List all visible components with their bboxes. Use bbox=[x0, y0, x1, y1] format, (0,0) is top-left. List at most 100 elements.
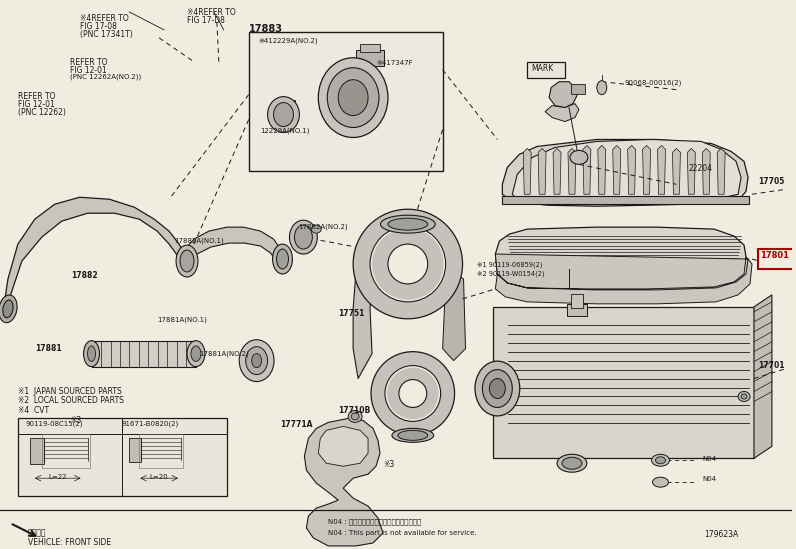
Text: 17801: 17801 bbox=[760, 251, 789, 260]
Ellipse shape bbox=[84, 341, 100, 367]
Polygon shape bbox=[545, 104, 579, 121]
Polygon shape bbox=[502, 139, 748, 206]
Ellipse shape bbox=[0, 295, 17, 323]
Ellipse shape bbox=[351, 413, 359, 420]
Text: 17771A: 17771A bbox=[280, 421, 313, 429]
Bar bbox=[283, 99, 295, 108]
Bar bbox=[29, 438, 44, 464]
Polygon shape bbox=[628, 145, 636, 194]
Ellipse shape bbox=[295, 225, 312, 249]
Text: VEHICLE: FRONT SIDE: VEHICLE: FRONT SIDE bbox=[28, 538, 111, 547]
Ellipse shape bbox=[176, 245, 198, 277]
Ellipse shape bbox=[398, 430, 427, 440]
Ellipse shape bbox=[653, 477, 669, 487]
Text: (PNC 17341T): (PNC 17341T) bbox=[80, 30, 132, 39]
Polygon shape bbox=[613, 145, 621, 194]
Polygon shape bbox=[443, 267, 466, 361]
Text: MARK: MARK bbox=[531, 64, 553, 73]
Ellipse shape bbox=[240, 340, 274, 382]
Bar bbox=[494, 307, 754, 458]
Text: 17882A(NO.2): 17882A(NO.2) bbox=[298, 223, 348, 229]
Text: L=22: L=22 bbox=[49, 474, 67, 480]
Bar bbox=[248, 32, 443, 171]
Text: 17710B: 17710B bbox=[338, 406, 370, 416]
Polygon shape bbox=[642, 145, 650, 194]
Polygon shape bbox=[673, 148, 681, 194]
Text: FIG 12-01: FIG 12-01 bbox=[18, 99, 55, 109]
Ellipse shape bbox=[380, 215, 435, 233]
Ellipse shape bbox=[274, 103, 294, 126]
Ellipse shape bbox=[311, 225, 322, 233]
Text: N04 : This part is not available for service.: N04 : This part is not available for ser… bbox=[328, 530, 477, 536]
Text: FIG 17-08: FIG 17-08 bbox=[80, 22, 116, 31]
Ellipse shape bbox=[557, 454, 587, 472]
Text: 91671-B0820(2): 91671-B0820(2) bbox=[121, 421, 178, 427]
Polygon shape bbox=[688, 148, 696, 194]
Polygon shape bbox=[318, 427, 368, 466]
Text: ※4  CVT: ※4 CVT bbox=[18, 406, 49, 416]
Ellipse shape bbox=[180, 250, 194, 272]
Ellipse shape bbox=[475, 361, 520, 416]
Text: 17751: 17751 bbox=[338, 309, 365, 318]
Ellipse shape bbox=[562, 457, 582, 469]
Polygon shape bbox=[702, 148, 710, 194]
Ellipse shape bbox=[338, 80, 368, 115]
Ellipse shape bbox=[482, 369, 513, 407]
Ellipse shape bbox=[327, 68, 379, 127]
Ellipse shape bbox=[738, 391, 750, 401]
Text: ※2 90119-W0154(2): ※2 90119-W0154(2) bbox=[478, 271, 545, 277]
Polygon shape bbox=[523, 148, 531, 194]
Bar bbox=[758, 249, 796, 269]
Ellipse shape bbox=[348, 411, 362, 422]
Text: 179623A: 179623A bbox=[704, 530, 739, 539]
Text: 17881A(NO.1): 17881A(NO.1) bbox=[157, 317, 207, 323]
Ellipse shape bbox=[88, 346, 96, 361]
Ellipse shape bbox=[652, 454, 669, 466]
Text: REFER TO: REFER TO bbox=[18, 92, 56, 100]
Circle shape bbox=[385, 366, 441, 422]
Polygon shape bbox=[495, 227, 746, 289]
Bar bbox=[360, 44, 380, 52]
Text: 17705: 17705 bbox=[758, 177, 784, 186]
Text: 17881: 17881 bbox=[35, 344, 61, 352]
Text: 90068-00016(2): 90068-00016(2) bbox=[625, 80, 682, 86]
Ellipse shape bbox=[187, 341, 205, 367]
Ellipse shape bbox=[388, 218, 427, 230]
Text: ※4REFER TO: ※4REFER TO bbox=[80, 14, 128, 23]
Ellipse shape bbox=[597, 81, 607, 94]
Text: 17883: 17883 bbox=[248, 24, 283, 34]
Text: N04 : この部品については備考してゐません: N04 : この部品については備考してゐません bbox=[328, 518, 422, 525]
Text: 90119-08C15(2): 90119-08C15(2) bbox=[25, 421, 84, 427]
Text: 17701: 17701 bbox=[758, 361, 785, 369]
Text: N04: N04 bbox=[702, 476, 716, 482]
Text: 17882A(NO.1): 17882A(NO.1) bbox=[174, 237, 224, 244]
Bar bbox=[571, 294, 583, 308]
Ellipse shape bbox=[272, 244, 292, 274]
Polygon shape bbox=[538, 148, 546, 194]
Text: 12229A(NO.1): 12229A(NO.1) bbox=[260, 127, 310, 134]
Text: ※3: ※3 bbox=[70, 417, 81, 425]
Text: 17882: 17882 bbox=[72, 271, 98, 280]
Ellipse shape bbox=[3, 300, 13, 318]
Ellipse shape bbox=[276, 249, 288, 269]
Text: ※1 90119-06859(2): ※1 90119-06859(2) bbox=[478, 261, 543, 267]
Ellipse shape bbox=[191, 346, 201, 361]
Text: N04: N04 bbox=[702, 456, 716, 462]
Bar bbox=[129, 438, 141, 462]
Text: ※2  LOCAL SOURCED PARTS: ※2 LOCAL SOURCED PARTS bbox=[18, 396, 124, 406]
Bar bbox=[18, 418, 227, 496]
Bar bbox=[567, 304, 587, 316]
Text: FIG 17-D8: FIG 17-D8 bbox=[187, 16, 225, 25]
Circle shape bbox=[388, 244, 427, 284]
Ellipse shape bbox=[741, 394, 747, 399]
Polygon shape bbox=[717, 148, 725, 194]
Polygon shape bbox=[583, 145, 591, 194]
Polygon shape bbox=[5, 197, 187, 319]
Circle shape bbox=[372, 228, 443, 300]
Ellipse shape bbox=[246, 346, 267, 374]
Polygon shape bbox=[549, 82, 577, 108]
Polygon shape bbox=[304, 418, 383, 546]
Ellipse shape bbox=[570, 150, 588, 164]
Text: ※417347F: ※417347F bbox=[376, 60, 412, 66]
Polygon shape bbox=[657, 145, 665, 194]
